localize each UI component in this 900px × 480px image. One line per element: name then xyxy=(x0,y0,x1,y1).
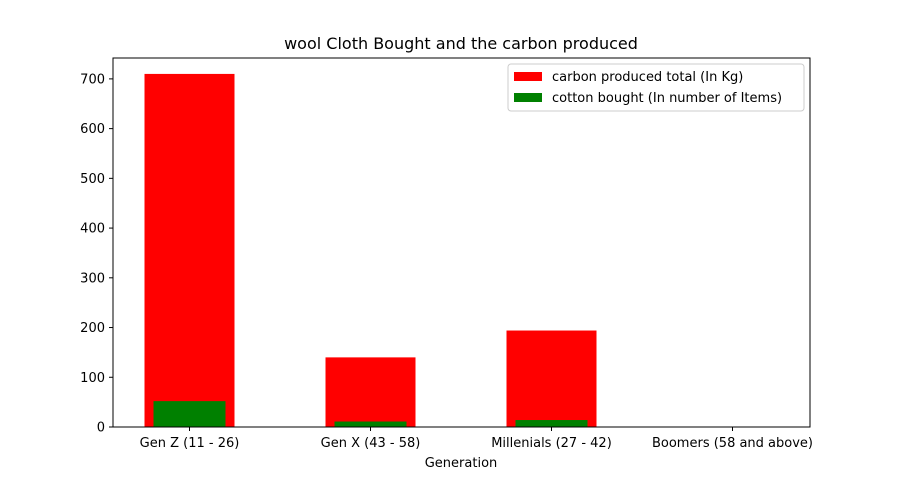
legend-swatch-0 xyxy=(514,72,542,81)
y-tick-label: 0 xyxy=(97,421,105,436)
bar-carbon-0 xyxy=(144,73,235,427)
x-tick-label: Boomers (58 and above) xyxy=(652,436,813,451)
bar-cotton-1 xyxy=(334,421,407,427)
y-axis: 0 100 200 300 400 500 600 700 xyxy=(80,72,113,436)
y-tick-label: 400 xyxy=(80,222,105,237)
x-axis-label: Generation xyxy=(425,456,498,471)
x-axis: Gen Z (11 - 26) Gen X (43 - 58) Millenials… xyxy=(140,427,813,451)
legend-label-0: carbon produced total (In Kg) xyxy=(552,70,743,85)
bar-cotton-2 xyxy=(515,420,588,427)
bar-carbon-2 xyxy=(506,330,597,427)
legend-box xyxy=(507,63,805,112)
bars-layer xyxy=(144,73,597,427)
y-tick-label: 700 xyxy=(80,72,105,87)
y-tick-label: 100 xyxy=(80,371,105,386)
plot-frame xyxy=(112,57,811,428)
legend-label-1: cotton bought (In number of Items) xyxy=(552,91,782,106)
y-tick-label: 300 xyxy=(80,271,105,286)
y-tick-label: 200 xyxy=(80,321,105,336)
y-tick-label: 500 xyxy=(80,172,105,187)
chart-title: wool Cloth Bought and the carbon produce… xyxy=(284,34,638,53)
legend-swatch-1 xyxy=(514,93,542,102)
x-tick-label: Gen X (43 - 58) xyxy=(321,436,421,451)
y-tick-label: 600 xyxy=(80,122,105,137)
x-tick-label: Millenials (27 - 42) xyxy=(491,436,612,451)
bar-carbon-1 xyxy=(325,357,416,427)
x-tick-label: Gen Z (11 - 26) xyxy=(140,436,240,451)
bar-cotton-0 xyxy=(153,401,226,427)
legend: carbon produced total (In Kg) cotton boug… xyxy=(507,63,805,112)
